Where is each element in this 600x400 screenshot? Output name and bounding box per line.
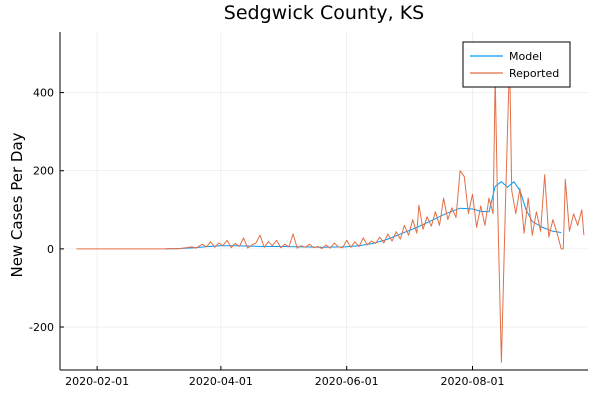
y-tick-label-3: 400 <box>33 87 54 100</box>
legend-label-reported: Reported <box>509 67 559 80</box>
x-tick-label-2: 2020-06-01 <box>315 375 379 388</box>
y-tick-label-1: 0 <box>47 243 54 256</box>
legend-box <box>462 41 571 88</box>
legend: Model Reported <box>462 41 571 88</box>
series-line-reported <box>76 56 585 363</box>
x-tick-label-3: 2020-08-01 <box>441 375 505 388</box>
grid-layer <box>60 32 588 370</box>
y-tick-label-0: -200 <box>29 321 54 334</box>
y-tick-label-2: 200 <box>33 165 54 178</box>
chart-title: Sedgwick County, KS <box>224 2 424 24</box>
series-layer <box>76 56 585 363</box>
y-axis-label: New Cases Per Day <box>8 132 26 277</box>
axis-layer: 2020-02-01 2020-04-01 2020-06-01 2020-08-01… <box>29 32 588 388</box>
x-tick-label-0: 2020-02-01 <box>65 375 129 388</box>
x-tick-label-1: 2020-04-01 <box>189 375 253 388</box>
legend-label-model: Model <box>509 50 542 63</box>
